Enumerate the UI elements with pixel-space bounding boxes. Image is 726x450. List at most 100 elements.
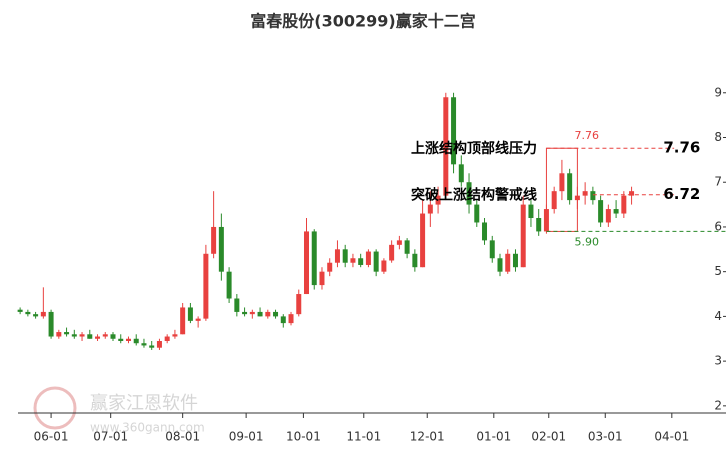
candle-body: [64, 332, 70, 335]
candle-body: [505, 253, 511, 272]
candle-body: [404, 240, 410, 254]
candle-body: [528, 204, 534, 219]
candle-body: [396, 240, 402, 245]
candle-body: [590, 191, 596, 201]
candle-body: [71, 334, 77, 337]
watermark-logo: [33, 386, 77, 430]
support-label: 5.90: [574, 235, 599, 248]
candle-body: [427, 204, 433, 214]
candle-body: [40, 311, 46, 317]
candle-body: [87, 334, 93, 339]
candle-body: [482, 222, 488, 241]
candle-body: [358, 258, 364, 265]
candle-body: [164, 336, 170, 341]
candle-body: [334, 249, 340, 263]
candle-body: [559, 173, 565, 192]
candle-body: [48, 311, 54, 337]
candle-body: [280, 316, 286, 324]
candle-body: [242, 311, 248, 315]
candle-body: [629, 191, 635, 196]
candle-body: [187, 307, 193, 321]
y-tick-label: 7: [714, 175, 722, 189]
resistance-text: 上涨结构顶部线压力: [411, 140, 537, 157]
candle-body: [172, 334, 178, 337]
resistance-small: 7.76: [574, 129, 599, 142]
candle-body: [435, 195, 441, 205]
candle-body: [420, 213, 426, 268]
candle-body: [226, 271, 232, 299]
candle-body: [311, 231, 317, 286]
candle-body: [412, 253, 418, 268]
watermark-name: 赢家江恩软件: [90, 392, 198, 414]
chart-title: 富春股份(300299)赢家十二宫: [250, 12, 475, 31]
candle-body: [350, 258, 356, 263]
candle-body: [474, 204, 480, 223]
candle-body: [118, 338, 124, 341]
y-tick-label: 8: [714, 130, 722, 144]
warning-value: 6.72: [663, 185, 700, 203]
candle-body: [536, 218, 542, 232]
y-tick-label: 4: [714, 309, 722, 323]
candle-body: [551, 191, 557, 210]
x-tick-label: 07-01: [93, 430, 128, 444]
x-tick-label: 09-01: [229, 430, 264, 444]
candle-body: [25, 311, 31, 315]
candle-body: [125, 338, 131, 341]
candle-body: [218, 226, 224, 272]
candle-body: [489, 240, 495, 259]
candle-body: [249, 311, 255, 315]
candle-body: [273, 311, 279, 317]
candle-body: [180, 307, 186, 335]
candle-body: [156, 340, 162, 348]
x-tick-label: 10-01: [286, 430, 321, 444]
candle-body: [265, 311, 271, 317]
candle-body: [296, 294, 302, 315]
candle-body: [520, 204, 526, 268]
candle-body: [102, 334, 108, 337]
candle-body: [598, 200, 604, 223]
candle-body: [512, 253, 518, 268]
y-tick-label: 9: [714, 85, 722, 99]
candle-body: [567, 173, 573, 201]
candle-body: [17, 309, 23, 312]
candle-body: [466, 182, 472, 205]
candle-body: [327, 262, 333, 272]
candle-body: [257, 311, 263, 317]
candle-body: [621, 195, 627, 214]
resistance-value: 7.76: [663, 139, 700, 157]
candle-body: [319, 271, 325, 286]
y-tick-label: 6: [714, 219, 722, 233]
candle-body: [79, 334, 85, 337]
x-tick-label: 12-01: [410, 430, 445, 444]
y-tick-label: 3: [714, 354, 722, 368]
candle-body: [303, 231, 309, 295]
candle-body: [141, 343, 147, 346]
candle-body: [605, 209, 611, 223]
candle-body: [458, 164, 464, 183]
candle-body: [56, 332, 62, 337]
candle-body: [373, 251, 379, 272]
x-tick-label: 02-01: [531, 430, 566, 444]
watermark-url: www.360gann.com: [90, 421, 205, 435]
x-tick-label: 11-01: [346, 430, 381, 444]
x-tick-label: 06-01: [34, 430, 69, 444]
candle-body: [95, 336, 101, 339]
candle-body: [149, 345, 155, 348]
y-tick-label: 2: [714, 398, 722, 412]
y-tick-label: 5: [714, 264, 722, 278]
candle-body: [110, 334, 116, 339]
candle-body: [234, 298, 240, 312]
candle-body: [389, 244, 395, 261]
candle-body: [613, 209, 619, 214]
candle-body: [203, 253, 209, 319]
candle-body: [582, 191, 588, 196]
candle-body: [443, 97, 449, 196]
candle-body: [195, 318, 201, 321]
candle-body: [288, 314, 294, 324]
candle-body: [211, 226, 217, 254]
x-tick-label: 01-01: [476, 430, 511, 444]
candle-body: [33, 314, 39, 317]
candle-body: [497, 258, 503, 272]
x-tick-label: 03-01: [588, 430, 623, 444]
